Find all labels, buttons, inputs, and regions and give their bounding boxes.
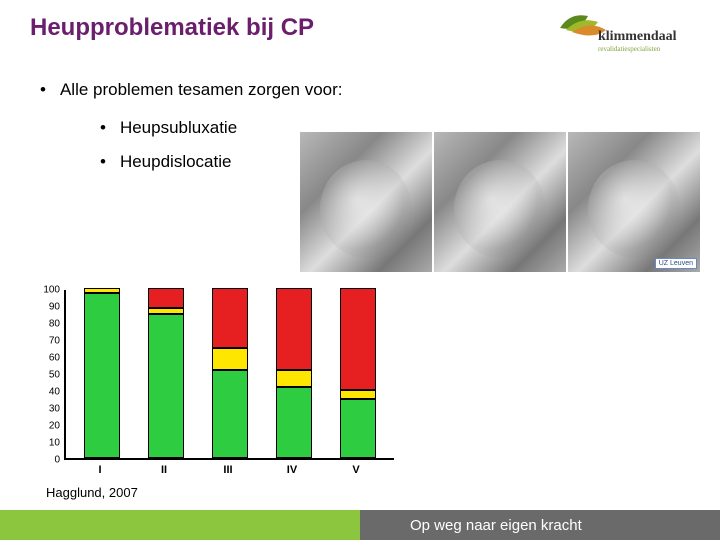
brand-logo: klimmendaal revalidatiespecialisten <box>550 10 690 54</box>
y-tick-label: 20 <box>49 421 60 432</box>
plot-area <box>64 290 394 460</box>
bar-segment-green <box>212 370 248 458</box>
bar-segment-yellow <box>84 288 120 293</box>
bar-segment-yellow <box>340 390 376 399</box>
body-content: • Alle problemen tesamen zorgen voor: • … <box>40 80 343 186</box>
bar-segment-red <box>340 288 376 390</box>
y-tick-label: 40 <box>49 387 60 398</box>
bullet-text: Heupdislocatie <box>120 152 232 172</box>
stacked-bar-chart: 0102030405060708090100 IIIIIIIVV <box>28 290 408 490</box>
x-tick-label: I <box>82 464 118 476</box>
bar-segment-red <box>212 288 248 348</box>
bar-segment-green <box>148 314 184 459</box>
y-tick-label: 50 <box>49 370 60 381</box>
bullet-dot-icon: • <box>40 81 46 98</box>
source-badge: UZ Leuven <box>655 258 697 269</box>
footer-accent <box>0 510 360 540</box>
bullet-dot-icon: • <box>100 153 106 170</box>
bar-segment-green <box>340 399 376 459</box>
citation-text: Hagglund, 2007 <box>42 483 142 502</box>
xray-image <box>434 132 566 272</box>
y-tick-label: 100 <box>43 285 60 296</box>
bullet-text: Heupsubluxatie <box>120 118 237 138</box>
xray-images: UZ Leuven <box>300 132 700 272</box>
xray-image <box>300 132 432 272</box>
bar-segment-green <box>84 293 120 458</box>
bar-segment-green <box>276 387 312 458</box>
x-tick-label: IV <box>274 464 310 476</box>
slide: Heupproblematiek bij CP klimmendaal reva… <box>0 0 720 540</box>
x-tick-label: III <box>210 464 246 476</box>
xray-image: UZ Leuven <box>568 132 700 272</box>
y-tick-label: 90 <box>49 302 60 313</box>
y-tick-label: 60 <box>49 353 60 364</box>
y-tick-label: 70 <box>49 336 60 347</box>
bullet-text: Alle problemen tesamen zorgen voor: <box>60 80 343 100</box>
y-tick-label: 30 <box>49 404 60 415</box>
y-tick-label: 80 <box>49 319 60 330</box>
bar-segment-red <box>148 288 184 308</box>
bar-segment-yellow <box>212 348 248 370</box>
y-tick-label: 10 <box>49 438 60 449</box>
y-tick-label: 0 <box>54 455 60 466</box>
x-tick-label: V <box>338 464 374 476</box>
footer-bar: Op weg naar eigen kracht <box>0 510 720 540</box>
bar-segment-yellow <box>148 308 184 313</box>
page-title: Heupproblematiek bij CP <box>30 14 314 42</box>
bar-segment-red <box>276 288 312 370</box>
x-tick-label: II <box>146 464 182 476</box>
logo-word: klimmendaal <box>598 29 677 44</box>
footer-tagline: Op weg naar eigen kracht <box>360 510 720 540</box>
bullet-dot-icon: • <box>100 119 106 136</box>
bullet-level1: • Alle problemen tesamen zorgen voor: <box>40 80 343 100</box>
bar-segment-yellow <box>276 370 312 387</box>
logo-tagline: revalidatiespecialisten <box>598 45 661 53</box>
y-axis: 0102030405060708090100 <box>28 290 62 460</box>
